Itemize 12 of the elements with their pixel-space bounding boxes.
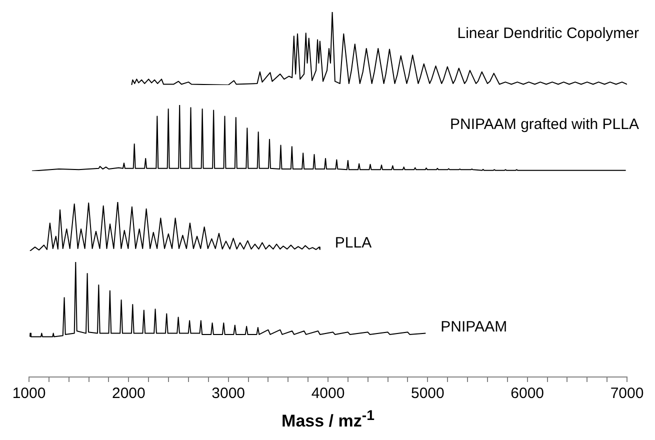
x-tick-label: 1000 — [12, 385, 46, 402]
series-label: Linear Dendritic Copolymer — [457, 25, 639, 42]
text: PNIPAAM grafted with PLLA — [450, 116, 639, 133]
series-label: PNIPAAM — [440, 318, 508, 336]
series-label: PLLA — [334, 234, 372, 252]
x-axis-title: Mass / mz$^{-1}$ — [280, 407, 376, 432]
x-tick-label: 3000 — [212, 385, 246, 402]
x-tick-label: 7000 — [610, 385, 644, 402]
x-tick-label: 4000 — [311, 385, 345, 402]
x-tick-label: 6000 — [510, 385, 544, 402]
x-tick-label: 5000 — [410, 385, 444, 402]
x-tick-label: 2000 — [112, 385, 146, 402]
